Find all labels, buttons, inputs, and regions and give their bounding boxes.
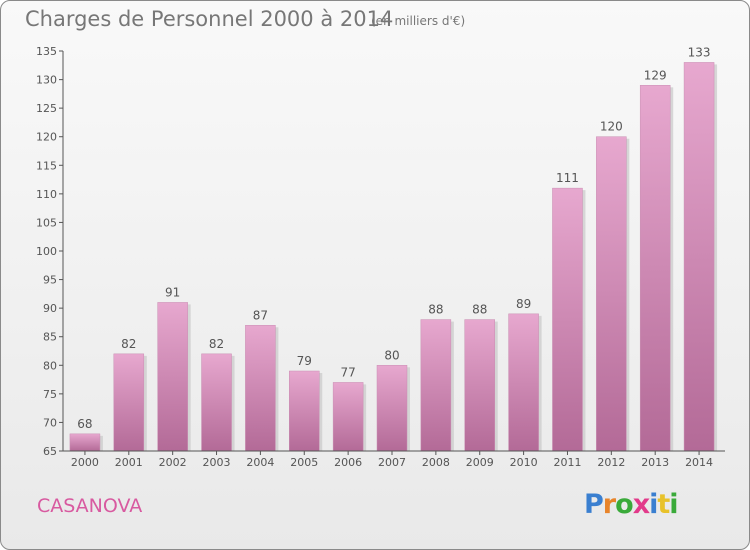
x-tick-label-2002: 2002 — [159, 456, 187, 469]
bar-2010 — [508, 313, 539, 452]
bar-2013 — [639, 85, 671, 452]
bar-2005 — [289, 370, 320, 452]
x-tick-label-2003: 2003 — [203, 456, 231, 469]
data-label-2000: 68 — [77, 417, 92, 431]
logo-letter: x — [632, 489, 650, 520]
x-tick-label-2012: 2012 — [597, 456, 625, 469]
bar-2011 — [552, 187, 583, 452]
bar-2002 — [157, 302, 188, 452]
data-label-2003: 82 — [209, 337, 224, 351]
y-tick-label-70: 70 — [43, 416, 57, 429]
bars-group: 68 82 91 82 87 79 77 80 88 88 89 111 120 129 133 — [69, 45, 718, 452]
data-label-2004: 87 — [253, 308, 268, 322]
chart-subtitle: (en milliers d'€) — [371, 14, 466, 28]
y-tick-label-105: 105 — [36, 216, 57, 229]
data-label-2006: 77 — [340, 365, 355, 379]
y-tick-label-110: 110 — [36, 188, 57, 201]
x-tick-label-2008: 2008 — [422, 456, 450, 469]
y-tick-label-130: 130 — [36, 74, 57, 87]
y-tick-label-135: 135 — [36, 45, 57, 58]
bar-2004 — [245, 325, 276, 452]
y-tick-label-80: 80 — [43, 359, 57, 372]
x-tick-label-2011: 2011 — [553, 456, 581, 469]
y-tick-label-75: 75 — [43, 388, 57, 401]
x-tick-label-2004: 2004 — [246, 456, 274, 469]
data-label-2011: 111 — [556, 171, 579, 185]
x-tick-label-2010: 2010 — [510, 456, 538, 469]
x-tick-label-2014: 2014 — [685, 456, 713, 469]
axes-group: 2000 2001 2002 2003 2004 2005 2006 2007 2008 2009… — [36, 45, 725, 469]
logo-letter: r — [602, 489, 616, 520]
x-tick-label-2007: 2007 — [378, 456, 406, 469]
data-label-2002: 91 — [165, 285, 180, 299]
data-label-2009: 88 — [472, 303, 487, 317]
commune-name: CASANOVA — [37, 495, 143, 517]
bar-2008 — [420, 319, 452, 452]
bar-2001 — [113, 353, 145, 452]
y-tick-label-90: 90 — [43, 302, 57, 315]
bar-2012 — [596, 136, 627, 452]
data-label-2012: 120 — [600, 120, 623, 134]
data-label-2014: 133 — [688, 45, 711, 59]
y-tick-label-95: 95 — [43, 274, 57, 287]
bar-2006 — [332, 382, 364, 452]
x-tick-label-2005: 2005 — [290, 456, 318, 469]
bar-2014 — [683, 62, 715, 452]
data-label-2010: 89 — [516, 297, 531, 311]
y-tick-label-120: 120 — [36, 131, 57, 144]
y-tick-label-115: 115 — [36, 159, 57, 172]
y-tick-label-125: 125 — [36, 102, 57, 115]
data-label-2001: 82 — [121, 337, 136, 351]
y-tick-label-85: 85 — [43, 331, 57, 344]
data-label-2005: 79 — [297, 354, 312, 368]
logo-letter: i — [669, 489, 678, 520]
logo-letter: o — [615, 489, 634, 520]
x-tick-label-2001: 2001 — [115, 456, 143, 469]
x-tick-label-2013: 2013 — [641, 456, 669, 469]
y-tick-label-100: 100 — [36, 245, 57, 258]
bar-2000 — [69, 433, 101, 452]
x-tick-label-2000: 2000 — [71, 456, 99, 469]
logo-letter: i — [649, 489, 658, 520]
x-tick-label-2009: 2009 — [466, 456, 494, 469]
data-label-2013: 129 — [644, 68, 667, 82]
data-label-2008: 88 — [428, 303, 443, 317]
logo-letter: P — [584, 489, 604, 520]
bar-2009 — [464, 319, 495, 452]
bar-2003 — [201, 353, 232, 452]
chart-title: Charges de Personnel 2000 à 2014 — [25, 7, 394, 31]
x-tick-label-2006: 2006 — [334, 456, 362, 469]
data-label-2007: 80 — [384, 348, 399, 362]
y-tick-label-65: 65 — [43, 445, 57, 458]
proxiti-logo[interactable]: Proxiti — [584, 489, 679, 520]
logo-letter: t — [657, 489, 670, 520]
bar-2007 — [376, 365, 408, 452]
